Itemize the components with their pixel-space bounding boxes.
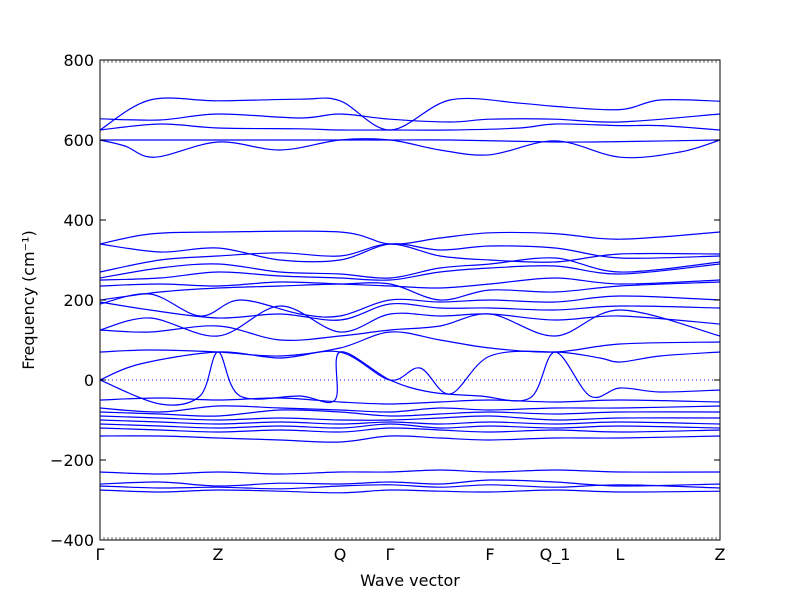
- x-tick-label: Γ: [386, 545, 395, 564]
- band-line-19: [99, 351, 721, 406]
- plot-frame: [99, 59, 721, 541]
- band-line-26: [99, 427, 721, 433]
- y-tick-label: −200: [50, 451, 94, 470]
- y-tick-label: 200: [63, 291, 94, 310]
- band-line-7: [99, 243, 721, 263]
- x-tick-label: F: [485, 545, 494, 564]
- band-line-13: [99, 293, 721, 318]
- x-axis-label: Wave vector: [360, 571, 460, 590]
- band-line-12: [99, 281, 721, 301]
- band-line-8: [99, 243, 721, 273]
- y-axis-label: Frequency (cm⁻¹): [19, 230, 38, 369]
- x-tick-label: Z: [213, 545, 224, 564]
- band-line-23: [99, 415, 721, 421]
- y-tick-label: 800: [63, 51, 94, 70]
- y-tick-label: 400: [63, 211, 94, 230]
- band-line-29: [99, 479, 721, 487]
- band-line-20: [99, 397, 721, 405]
- band-line-5: [99, 138, 721, 159]
- x-tick-label: Q: [334, 545, 347, 564]
- band-line-10: [99, 263, 721, 281]
- band-line-9: [99, 257, 721, 279]
- band-line-24: [99, 419, 721, 425]
- band-line-16: [99, 309, 721, 341]
- band-line-17: [99, 331, 721, 357]
- band-line-28: [99, 469, 721, 475]
- x-tick-label: Z: [715, 545, 726, 564]
- band-line-31: [99, 489, 721, 494]
- band-line-21: [99, 405, 721, 413]
- y-axis: −400 −200 0 200 400 600 800: [50, 51, 720, 550]
- band-line-6: [99, 230, 721, 245]
- x-tick-label: L: [616, 545, 625, 564]
- series-layer: [99, 97, 721, 494]
- band-line-25: [99, 423, 721, 429]
- band-line-22: [99, 409, 721, 417]
- band-line-27: [99, 435, 721, 443]
- band-line-3: [99, 123, 721, 131]
- y-tick-label: −400: [50, 531, 94, 550]
- band-line-30: [99, 484, 721, 490]
- y-tick-label: 0: [84, 371, 94, 390]
- band-line-1: [99, 97, 721, 131]
- x-tick-label: Γ: [96, 545, 105, 564]
- band-line-4: [100, 139, 721, 143]
- x-tick-label: Q_1: [540, 545, 571, 565]
- band-line-2: [99, 113, 721, 123]
- band-line-14: [99, 301, 721, 321]
- band-line-15: [99, 305, 721, 337]
- y-tick-label: 600: [63, 131, 94, 150]
